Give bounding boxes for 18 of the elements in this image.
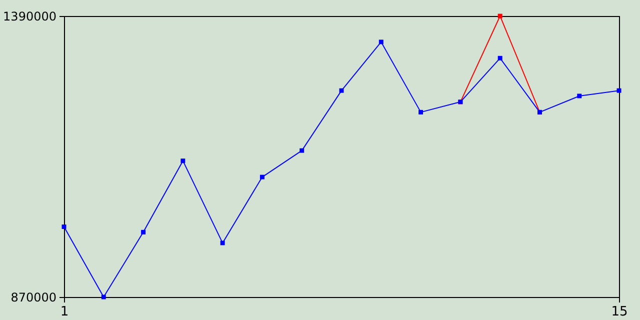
point <box>616 88 622 93</box>
point <box>180 158 186 164</box>
x-tick-label: 15 <box>611 304 628 320</box>
x-tick-label: 1 <box>60 304 69 320</box>
point <box>62 224 66 229</box>
point <box>339 88 344 93</box>
y-tick-label: 1390000 <box>3 10 56 24</box>
point <box>577 94 582 98</box>
point <box>498 14 502 18</box>
point <box>220 240 225 246</box>
point <box>418 110 424 114</box>
point <box>498 56 502 60</box>
point <box>260 174 264 180</box>
y-tick-label: 870000 <box>10 290 56 304</box>
point <box>101 294 106 300</box>
point <box>141 230 146 234</box>
point <box>300 148 304 153</box>
point <box>378 40 384 44</box>
